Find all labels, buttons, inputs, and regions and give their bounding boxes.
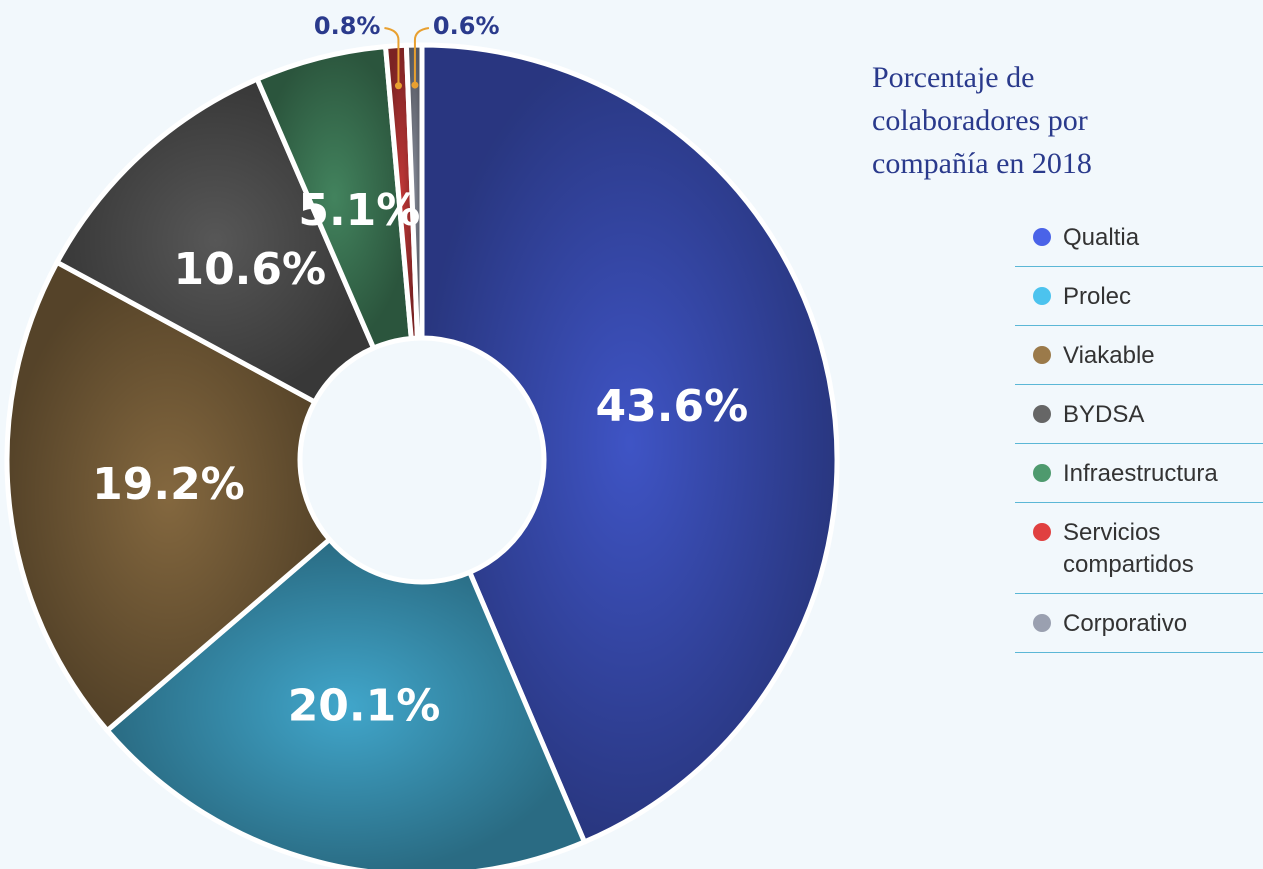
legend-marker (1033, 523, 1051, 541)
legend-label: Infraestructura (1063, 460, 1218, 487)
leader-line (413, 27, 430, 86)
legend-label: Viakable (1063, 342, 1155, 369)
data-label: 43.6% (596, 381, 749, 432)
legend-item: Servicios compartidos (1015, 503, 1263, 594)
legend-marker (1033, 228, 1051, 246)
legend-marker (1033, 287, 1051, 305)
legend-item: Viakable (1015, 326, 1263, 385)
slice-group (4, 258, 334, 735)
data-label: 0.6% (433, 12, 500, 40)
legend-item: Corporativo (1015, 594, 1263, 653)
slice-shade (53, 75, 377, 406)
legend-label: Servicios compartidos (1063, 519, 1194, 578)
legend-item: Prolec (1015, 267, 1263, 326)
slice-shade (103, 535, 588, 869)
data-label: 19.2% (92, 459, 245, 510)
legend: Qualtia Prolec Viakable BYDSA Infraestructur… (1015, 208, 1263, 653)
legend-label: Qualtia (1063, 224, 1140, 251)
legend-item: Qualtia (1015, 208, 1263, 267)
legend-label: Corporativo (1063, 610, 1188, 637)
data-label: 20.1% (288, 680, 441, 731)
slice-shade (403, 42, 425, 341)
legend-marker (1033, 614, 1051, 632)
slice-shade (419, 42, 840, 846)
data-label: 10.6% (173, 244, 326, 295)
legend-label: Prolec (1063, 283, 1132, 310)
legend-label: BYDSA (1063, 401, 1145, 428)
slice-group (103, 535, 588, 869)
slice-group (53, 75, 377, 406)
chart-title: Porcentaje de colaboradores por compañía… (872, 61, 1092, 180)
slice-group (403, 42, 425, 341)
leader-dot (411, 81, 419, 89)
legend-item: BYDSA (1015, 385, 1263, 444)
data-label: 5.1% (298, 185, 420, 236)
leader-dot (394, 82, 402, 90)
slice-group (419, 42, 840, 846)
leader-line (384, 27, 400, 86)
legend-marker (1033, 464, 1051, 482)
legend-marker (1033, 405, 1051, 423)
slices (4, 42, 840, 869)
legend-item: Infraestructura (1015, 444, 1263, 503)
legend-marker (1033, 346, 1051, 364)
slice-shade (4, 258, 334, 735)
data-label: 0.8% (314, 12, 381, 40)
